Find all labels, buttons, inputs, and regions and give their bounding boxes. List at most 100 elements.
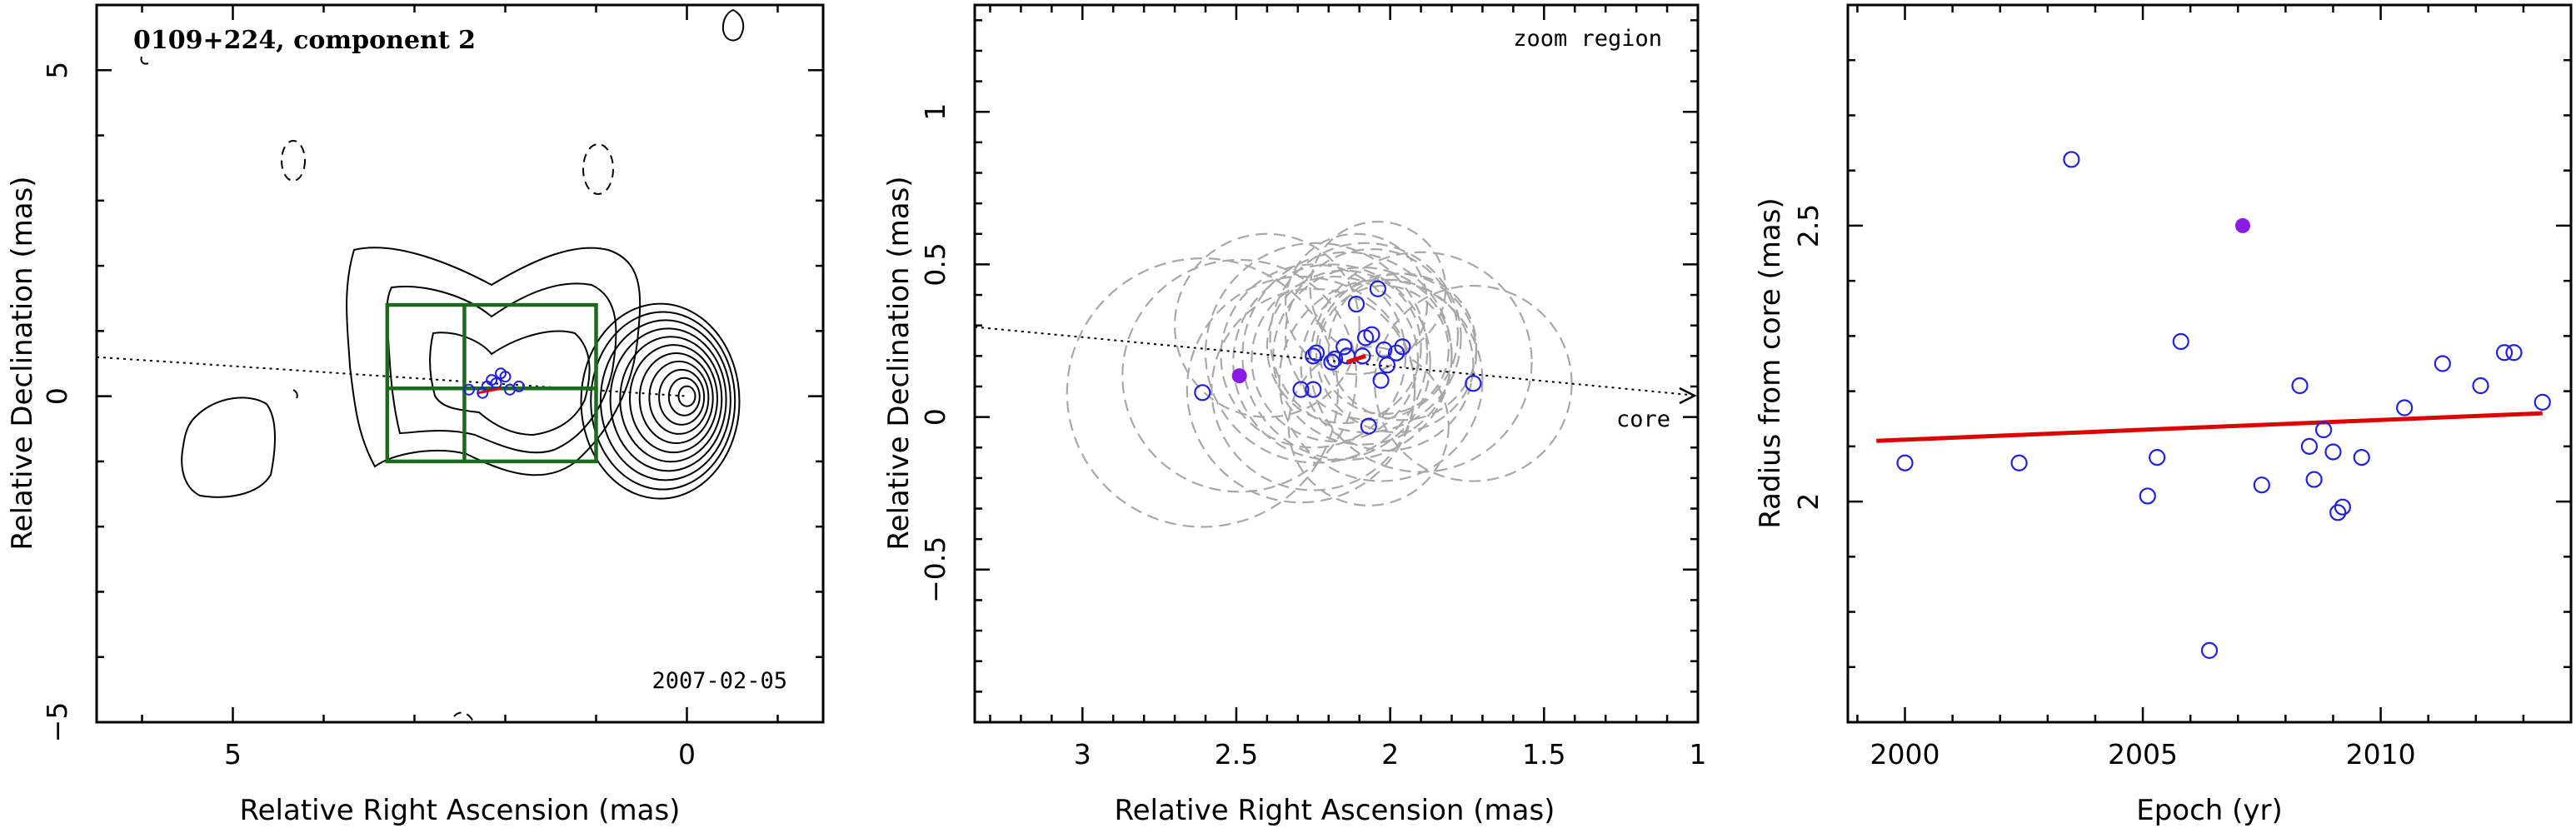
- radius-point: [2505, 344, 2523, 362]
- radius-point: [2334, 498, 2351, 516]
- core-contour: [638, 352, 714, 445]
- component-point: [495, 367, 507, 380]
- core-contour: [590, 311, 736, 491]
- panel-1-y-axis-label: Relative Declination (mas): [6, 176, 39, 550]
- component-point: [512, 380, 525, 392]
- beam-circle: [1278, 278, 1484, 482]
- x-tick-label: 2005: [2108, 738, 2178, 771]
- map-title: 0109+224, component 2: [133, 26, 476, 55]
- beam-circle: [1211, 287, 1416, 491]
- panel-2-ticks: 3 2.5 2 1.5 1 1 0.5 0 −0.5: [919, 5, 1707, 771]
- radius-point: [2472, 377, 2489, 395]
- island-contour: [140, 56, 149, 65]
- component-point: [1307, 344, 1325, 362]
- component-positions: [1194, 280, 1482, 435]
- extended-contour: [346, 247, 642, 476]
- negative-contour: [453, 711, 474, 722]
- component-point: [1387, 344, 1405, 362]
- core-contour: [677, 385, 696, 407]
- island-contour: [721, 8, 745, 42]
- panel-1-ticks: 5 0 5 0 −5: [41, 3, 823, 771]
- x-tick-label: 0: [678, 738, 696, 771]
- zoom-region-label: zoom region: [1513, 26, 1662, 52]
- component-point: [1394, 338, 1411, 356]
- component-point: [1335, 338, 1353, 356]
- radius-point: [2291, 377, 2309, 395]
- radius-point: [2300, 437, 2319, 455]
- x-tick-label: 1.5: [1522, 738, 1565, 771]
- beam-circle: [1284, 232, 1429, 376]
- y-tick-label: −5: [41, 702, 73, 743]
- radius-point: [2495, 344, 2514, 362]
- island-contour: [181, 397, 276, 498]
- y-tick-label: −0.5: [919, 536, 951, 603]
- current-epoch-point: [2234, 217, 2250, 233]
- negative-contour: [582, 143, 614, 195]
- component-point: [1347, 295, 1365, 313]
- beam-circle: [1309, 221, 1447, 357]
- y-tick-label: 0.5: [919, 242, 951, 286]
- beam-circle: [1232, 263, 1431, 461]
- panel-3-frame: [1846, 3, 2573, 724]
- component-point: [486, 374, 498, 387]
- component-point: [1363, 326, 1380, 343]
- jet-axis-line: [975, 326, 1698, 397]
- radius-point: [2434, 355, 2451, 372]
- motion-fit-segment: [477, 387, 502, 395]
- component-point: [1305, 347, 1322, 365]
- radius-point: [1896, 454, 1914, 471]
- panel-3-y-axis-label: Radius from core (mas): [1754, 197, 1787, 528]
- zoom-box-outline: [385, 302, 598, 464]
- x-tick-label: 2: [1381, 738, 1399, 771]
- radius-point: [2149, 448, 2166, 466]
- radius-point: [2305, 471, 2323, 488]
- radius-point: [2172, 332, 2189, 351]
- beam-circle: [1251, 275, 1419, 443]
- radius-point: [2353, 448, 2370, 466]
- beam-circle: [1272, 266, 1453, 446]
- beam-circle: [1318, 284, 1450, 416]
- component-point: [1369, 280, 1386, 297]
- y-tick-label: 1: [919, 103, 951, 121]
- x-tick-label: 2010: [2346, 738, 2416, 771]
- radius-point: [2329, 504, 2347, 521]
- radius-trend-line: [1876, 411, 2543, 443]
- core-contour: [667, 377, 701, 416]
- component-point: [1465, 375, 1482, 392]
- x-tick-label: 1: [1690, 738, 1707, 771]
- core-contour: [619, 336, 723, 463]
- beam-circles: [1066, 221, 1573, 528]
- core-contour: [658, 368, 706, 426]
- component-point: [477, 387, 489, 399]
- core-label: core: [1616, 407, 1670, 432]
- panel-2-zoom: 3 2.5 2 1.5 1 1 0.5 0 −0.5 zoom region core Rela…: [882, 3, 1707, 827]
- radius-point: [2314, 421, 2333, 439]
- panel-3-ticks: 2000 2005 2010 2 2.5: [1792, 3, 2573, 771]
- component-point: [1378, 357, 1396, 374]
- y-tick-label: 2.5: [1792, 204, 1825, 247]
- y-tick-label: 0: [919, 408, 951, 426]
- radius-point: [2324, 443, 2342, 461]
- core-contour: [599, 319, 731, 481]
- panel-2-x-axis-label: Relative Right Ascension (mas): [1115, 794, 1555, 827]
- observation-date: 2007-02-05: [651, 668, 787, 694]
- y-tick-label: 2: [1792, 493, 1825, 511]
- radius-point: [2010, 454, 2028, 471]
- radius-point: [2063, 151, 2080, 168]
- radius-point: [2534, 393, 2551, 411]
- negative-contour: [281, 140, 306, 182]
- component-point: [1323, 353, 1340, 371]
- component-point: [1360, 417, 1377, 435]
- radius-point: [2396, 399, 2414, 416]
- beam-circle: [1327, 272, 1478, 421]
- extended-contour: [429, 330, 591, 436]
- panel-3-x-axis-label: Epoch (yr): [2136, 794, 2283, 827]
- core-contour: [629, 344, 718, 454]
- y-tick-label: 5: [41, 62, 73, 79]
- beam-circle: [1266, 269, 1422, 425]
- panel-1-map: 5 050−5 0109+224, component 2 2007-02-05 …: [6, 3, 825, 827]
- component-positions: [462, 367, 525, 399]
- current-epoch-point: [1231, 368, 1247, 384]
- beam-circle: [1287, 346, 1450, 506]
